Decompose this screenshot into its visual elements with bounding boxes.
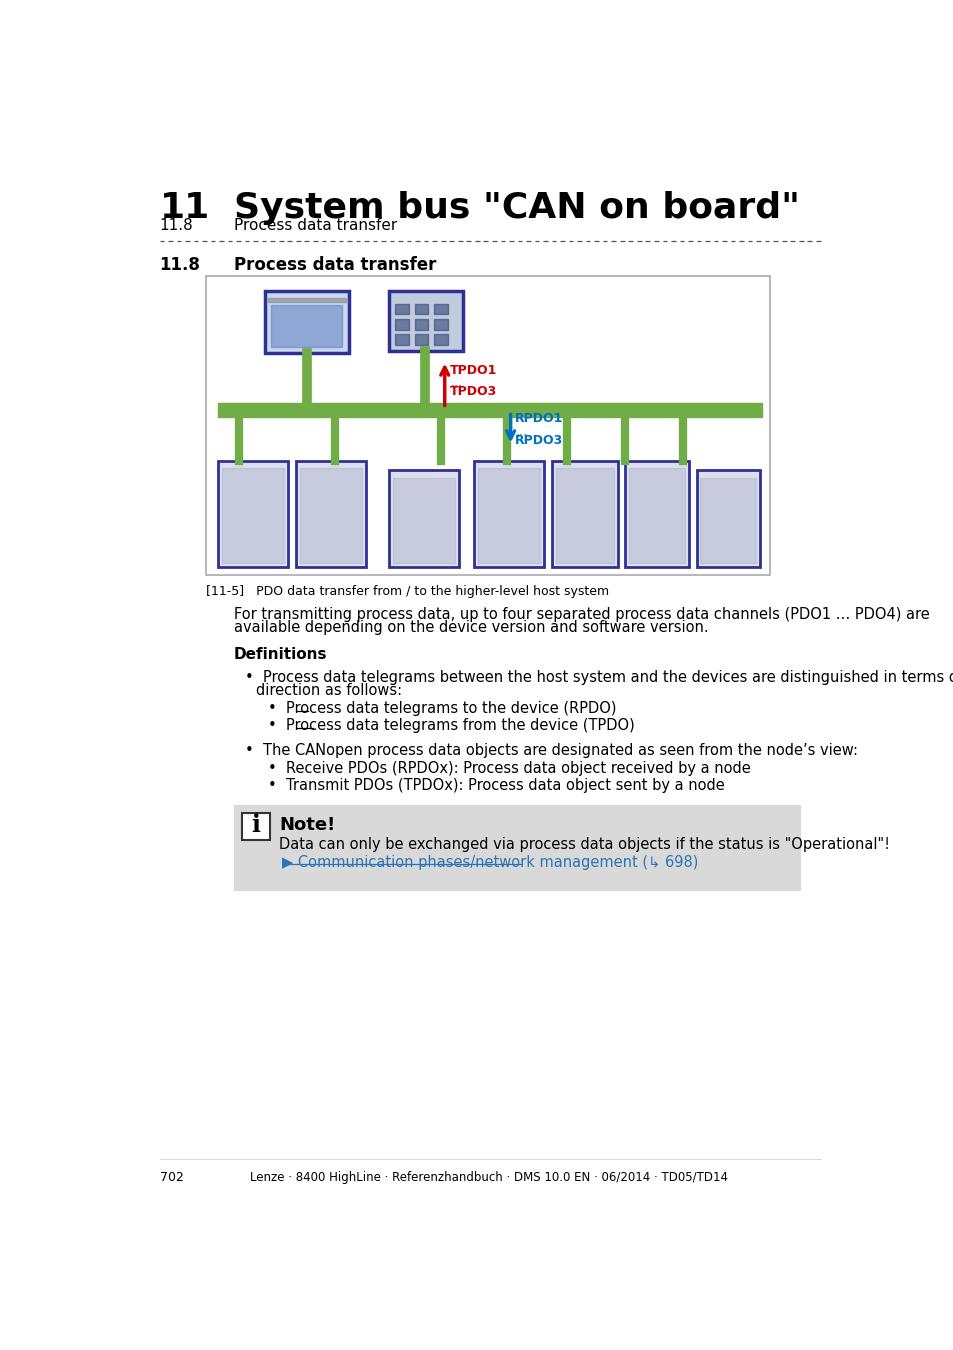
FancyBboxPatch shape [696,470,760,567]
FancyBboxPatch shape [295,460,365,567]
Text: System bus "CAN on board": System bus "CAN on board" [233,192,800,225]
Text: 702: 702 [159,1170,183,1184]
Text: RPDO3: RPDO3 [515,433,563,447]
FancyBboxPatch shape [389,292,462,351]
FancyBboxPatch shape [624,460,688,567]
Text: Lenze · 8400 HighLine · Referenzhandbuch · DMS 10.0 EN · 06/2014 · TD05/TD14: Lenze · 8400 HighLine · Referenzhandbuch… [250,1170,727,1184]
FancyBboxPatch shape [206,275,769,575]
Text: ▶ Communication phases/network management (↳ 698): ▶ Communication phases/network managemen… [282,855,698,869]
Text: RPDO1: RPDO1 [515,412,563,425]
Text: 11: 11 [159,192,210,225]
Text: 11.8: 11.8 [159,256,200,274]
Text: Process data transfer: Process data transfer [233,219,396,234]
FancyBboxPatch shape [233,805,801,891]
Text: TPDO3: TPDO3 [450,385,497,398]
FancyBboxPatch shape [241,813,270,840]
Text: •  Receive PDOs (RPDOx): Process data object received by a node: • Receive PDOs (RPDOx): Process data obj… [268,761,750,776]
Text: available depending on the device version and software version.: available depending on the device versio… [233,620,708,634]
Text: direction as follows:: direction as follows: [255,683,401,698]
Text: 11.8: 11.8 [159,219,193,234]
FancyBboxPatch shape [265,292,348,352]
FancyBboxPatch shape [474,460,543,567]
FancyBboxPatch shape [551,460,617,567]
Text: •  Transmit PDOs (TPDOx): Process data object sent by a node: • Transmit PDOs (TPDOx): Process data ob… [268,778,724,792]
Text: •  Process data telegrams from the device (TPDO): • Process data telegrams from the device… [268,718,634,733]
Text: TPDO1: TPDO1 [450,363,497,377]
Text: ...: ... [515,424,527,437]
Text: ...: ... [450,377,461,389]
Text: •  Process data telegrams to the device (RPDO): • Process data telegrams to the device (… [268,701,616,716]
Text: Data can only be exchanged via process data objects if the status is "Operationa: Data can only be exchanged via process d… [278,837,889,852]
Text: •  Process data telegrams between the host system and the devices are distinguis: • Process data telegrams between the hos… [245,670,953,686]
FancyBboxPatch shape [389,470,458,567]
Text: Note!: Note! [278,815,335,834]
Text: •  The CANopen process data objects are designated as seen from the node’s view:: • The CANopen process data objects are d… [245,743,857,757]
Text: Process data transfer: Process data transfer [233,256,436,274]
Text: [11-5]   PDO data transfer from / to the higher-level host system: [11-5] PDO data transfer from / to the h… [206,585,609,598]
Text: For transmitting process data, up to four separated process data channels (PDO1 : For transmitting process data, up to fou… [233,608,929,622]
FancyBboxPatch shape [218,460,288,567]
Text: Definitions: Definitions [233,647,327,662]
Text: i: i [251,813,260,837]
